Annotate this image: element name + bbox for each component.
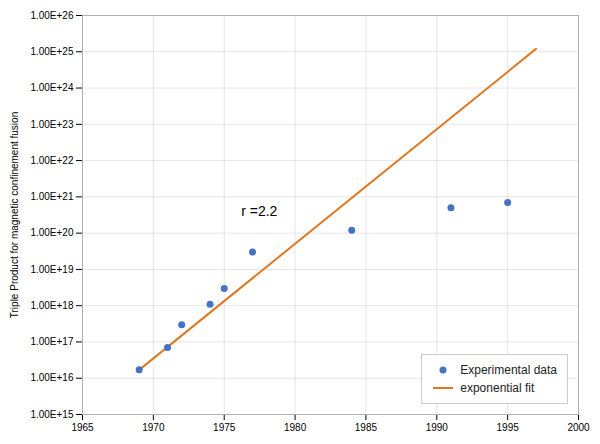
svg-text:1.00E+23: 1.00E+23	[30, 119, 74, 130]
svg-text:1975: 1975	[213, 422, 236, 433]
svg-text:1985: 1985	[355, 422, 378, 433]
svg-text:1.00E+16: 1.00E+16	[30, 372, 74, 383]
svg-text:1.00E+21: 1.00E+21	[30, 191, 74, 202]
svg-text:Triple Product for magnetic co: Triple Product for magnetic confinement …	[9, 112, 20, 318]
svg-text:1980: 1980	[284, 422, 307, 433]
html-text:exponential fit: exponential fit	[460, 381, 535, 395]
svg-text:2000: 2000	[567, 422, 590, 433]
html-text:Experimental data: Experimental data	[460, 363, 557, 377]
svg-text:1.00E+15: 1.00E+15	[30, 409, 74, 420]
svg-text:1.00E+19: 1.00E+19	[30, 264, 74, 275]
svg-text:1.00E+18: 1.00E+18	[30, 300, 74, 311]
svg-text:1990: 1990	[426, 422, 449, 433]
svg-text:r =2.2: r =2.2	[241, 203, 277, 219]
svg-text:1995: 1995	[497, 422, 520, 433]
svg-text:1.00E+20: 1.00E+20	[30, 227, 74, 238]
svg-text:1970: 1970	[142, 422, 165, 433]
svg-text:1.00E+25: 1.00E+25	[30, 46, 74, 57]
svg-text:1965: 1965	[71, 422, 94, 433]
svg-text:1.00E+22: 1.00E+22	[30, 155, 74, 166]
svg-text:1.00E+26: 1.00E+26	[30, 10, 74, 21]
svg-text:1.00E+24: 1.00E+24	[30, 82, 74, 93]
svg-text:1.00E+17: 1.00E+17	[30, 336, 74, 347]
